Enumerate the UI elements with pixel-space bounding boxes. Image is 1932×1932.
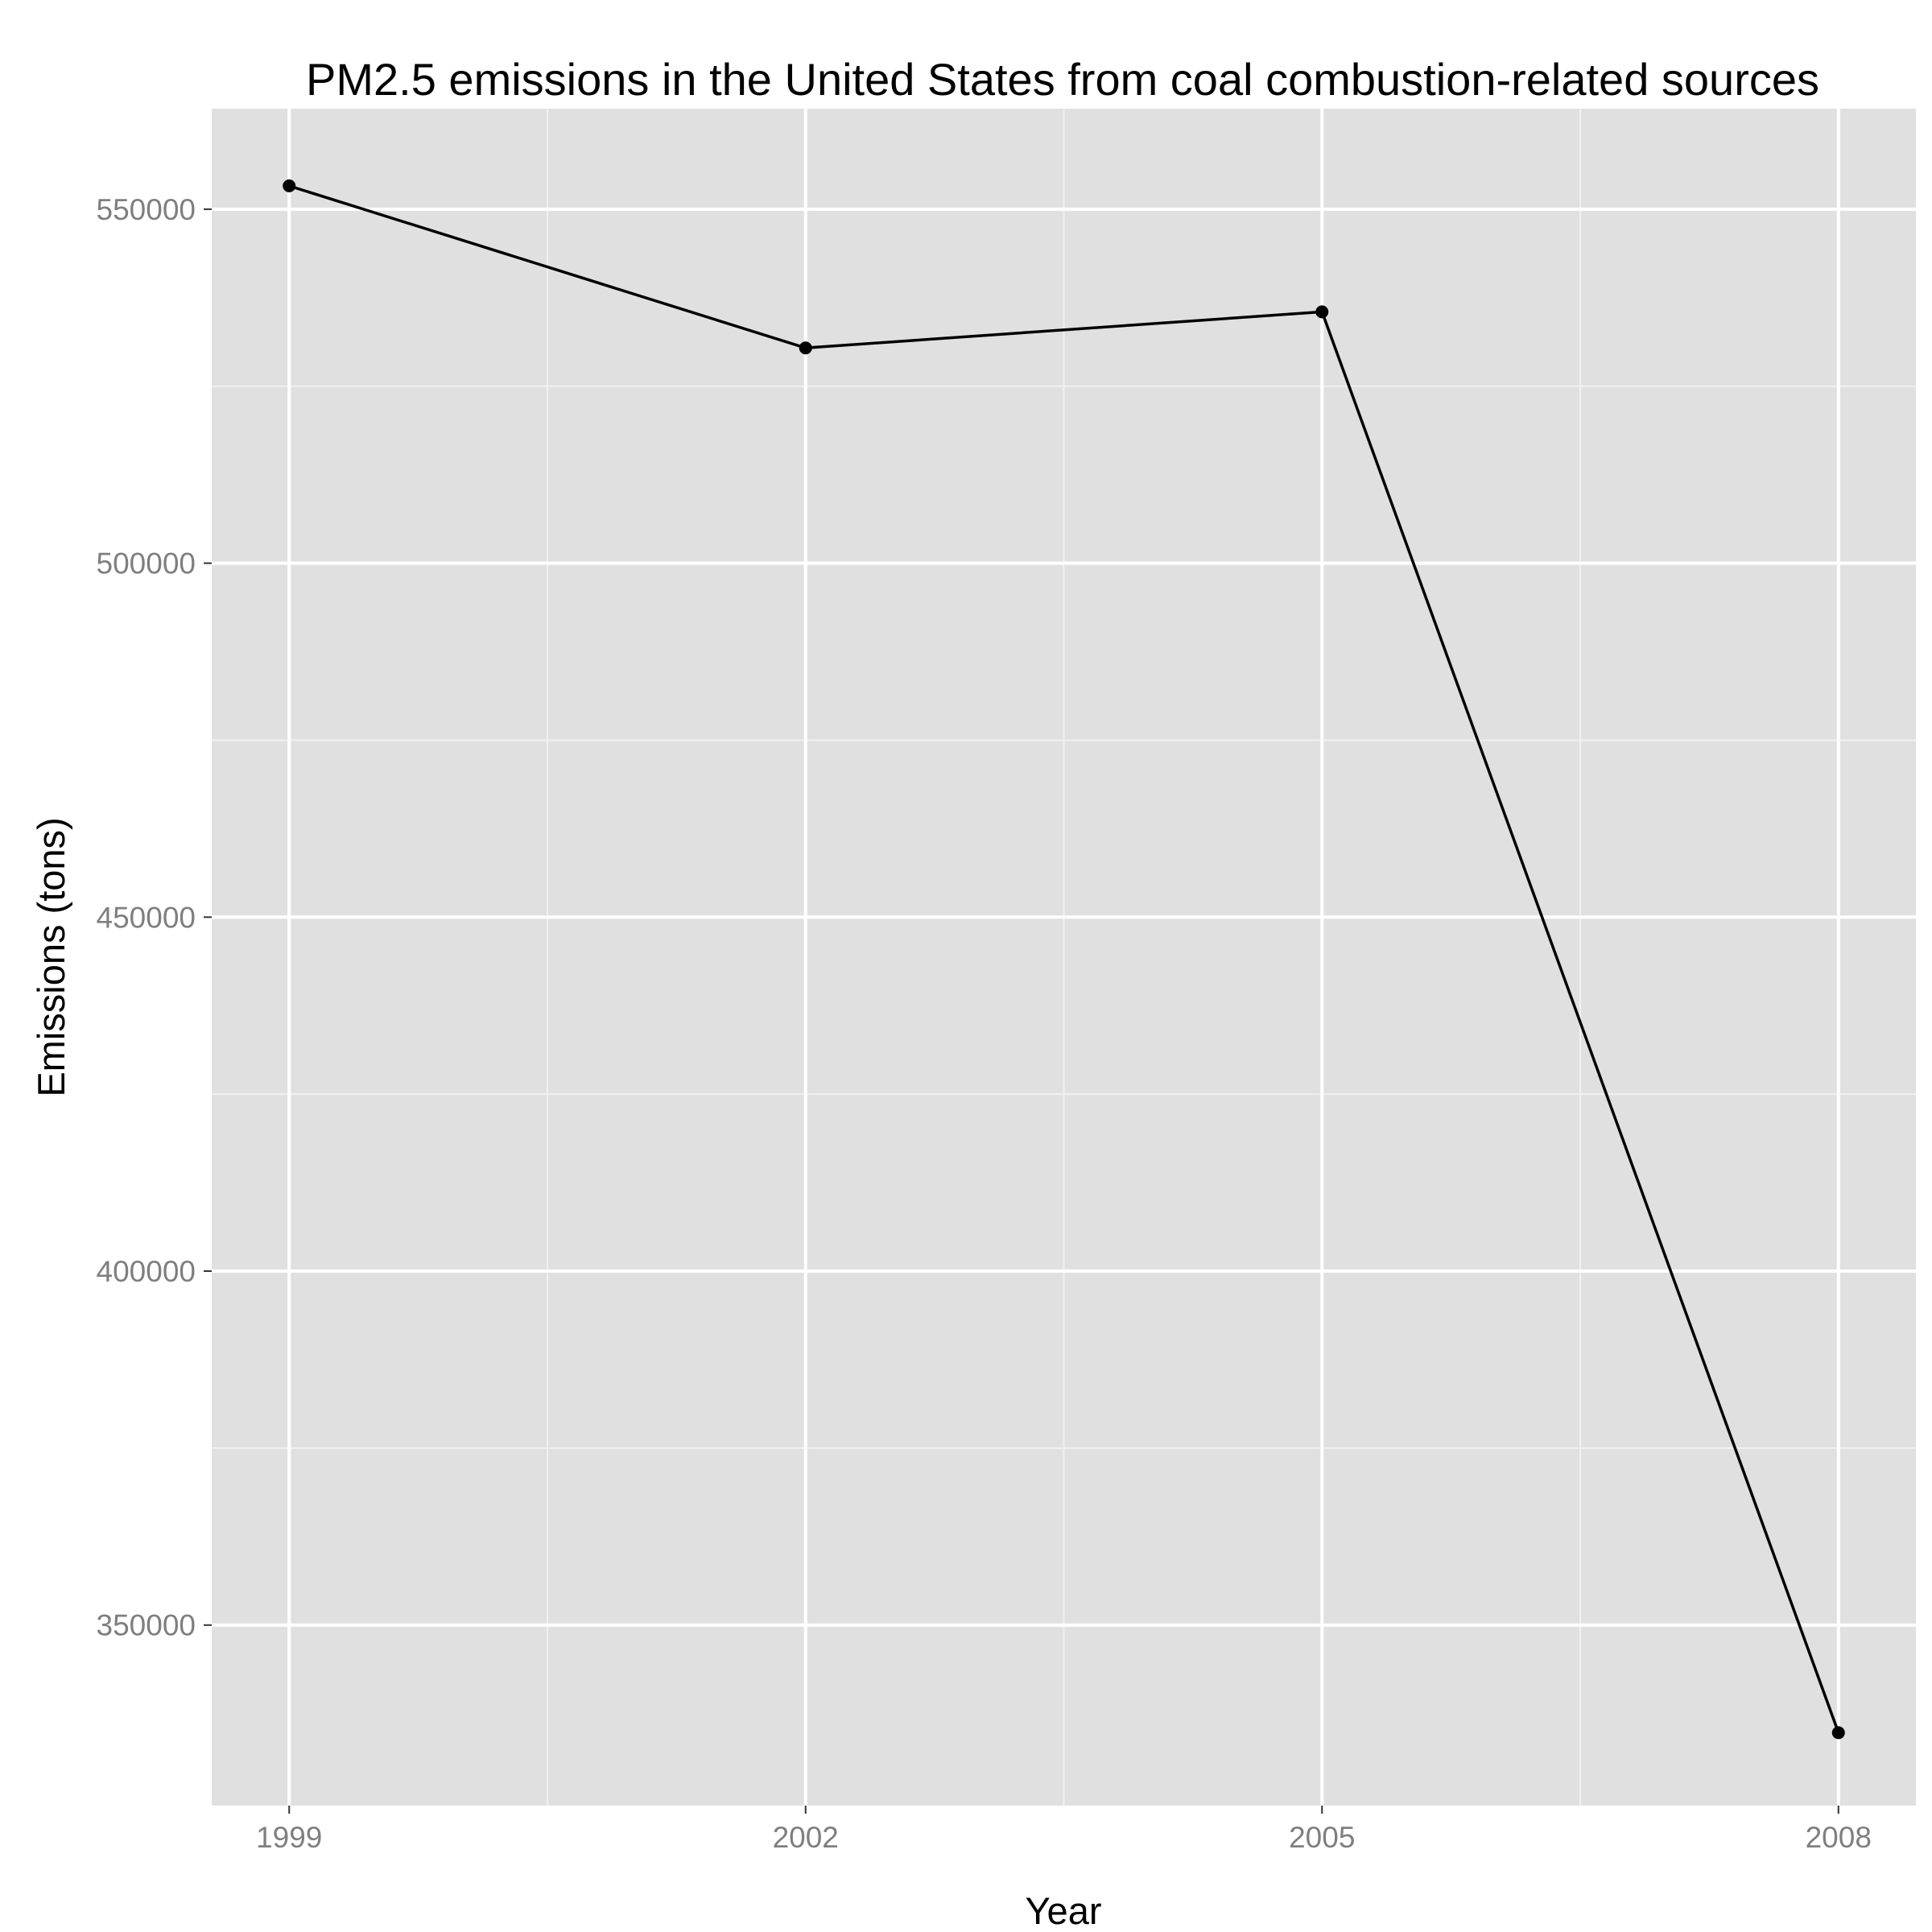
y-tick-label: 350000: [97, 1609, 196, 1642]
y-tick-label: 400000: [97, 1255, 196, 1288]
x-tick-label: 2008: [1806, 1821, 1872, 1854]
y-axis-title: Emissions (tons): [30, 817, 72, 1096]
data-point: [283, 179, 296, 192]
x-tick-label: 2005: [1289, 1821, 1355, 1854]
data-point: [799, 341, 812, 355]
chart-title: PM2.5 emissions in the United States fro…: [306, 54, 1819, 105]
x-tick-label: 1999: [256, 1821, 322, 1854]
data-point: [1831, 1726, 1845, 1740]
series-layer: [283, 179, 1845, 1740]
y-tick-label: 550000: [97, 193, 196, 226]
x-axis-title: Year: [1026, 1889, 1102, 1932]
tick-labels: 350000 400000 450000 500000 550000 1999 2002 20…: [97, 193, 1872, 1854]
y-tick-label: 450000: [97, 901, 196, 934]
x-tick-label: 2002: [773, 1821, 839, 1854]
axis-ticks: [204, 208, 1839, 1814]
y-tick-label: 500000: [97, 547, 196, 580]
data-point: [1315, 305, 1329, 319]
series-line: [288, 184, 1840, 1733]
grid-lines: [212, 109, 1916, 1806]
